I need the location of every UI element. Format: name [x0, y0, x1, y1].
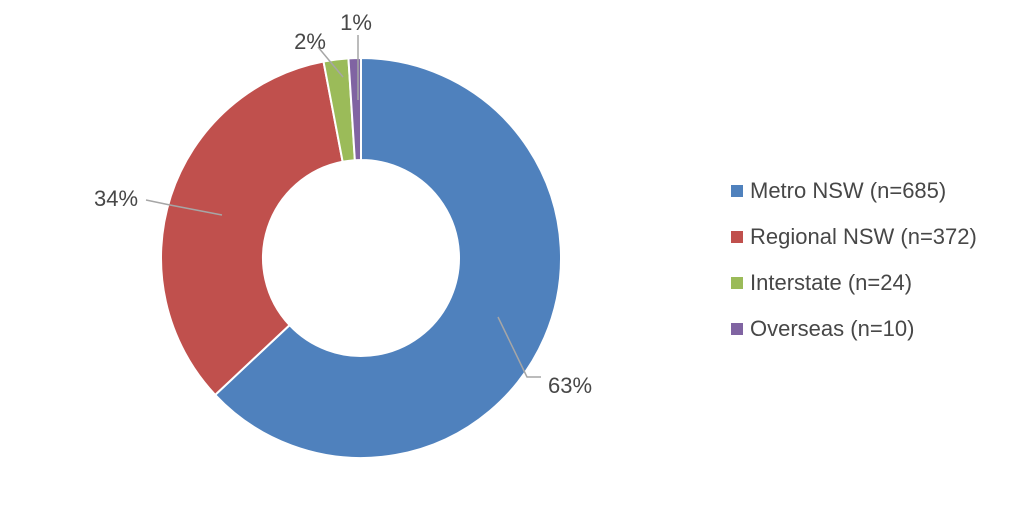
legend-label-metro-nsw: Metro NSW (n=685) — [750, 178, 947, 203]
legend-item-regional-nsw: Regional NSW (n=372) — [731, 214, 977, 260]
slice-metro-nsw — [214, 57, 563, 459]
data-label-metro-nsw: 63% — [548, 373, 592, 398]
slice-regional-nsw — [160, 60, 344, 396]
chart-legend: Metro NSW (n=685) Regional NSW (n=372) I… — [731, 168, 977, 352]
legend-swatch-regional-nsw — [731, 231, 743, 243]
legend-item-overseas: Overseas (n=10) — [731, 306, 977, 352]
leader-line-regional-nsw — [145, 199, 223, 216]
legend-label-regional-nsw: Regional NSW (n=372) — [750, 224, 977, 249]
data-label-regional-nsw: 34% — [94, 186, 138, 211]
data-label-overseas: 1% — [340, 10, 372, 35]
legend-swatch-interstate — [731, 277, 743, 289]
legend-item-interstate: Interstate (n=24) — [731, 260, 977, 306]
legend-label-interstate: Interstate (n=24) — [750, 270, 913, 295]
legend-swatch-metro-nsw — [731, 185, 743, 197]
leader-line-metro-nsw — [497, 316, 541, 378]
leader-line-interstate — [317, 46, 344, 78]
legend-swatch-overseas — [731, 323, 743, 335]
legend-label-overseas: Overseas (n=10) — [750, 316, 915, 341]
legend-item-metro-nsw: Metro NSW (n=685) — [731, 168, 977, 214]
data-label-interstate: 2% — [294, 29, 326, 54]
